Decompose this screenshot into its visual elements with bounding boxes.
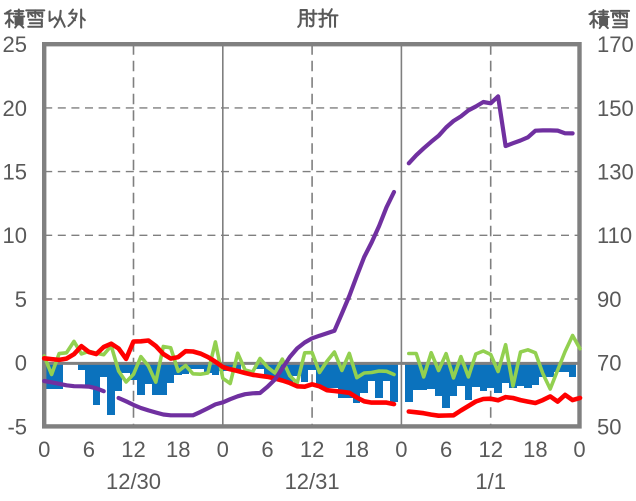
svg-text:90: 90 bbox=[597, 287, 621, 312]
svg-text:5: 5 bbox=[15, 287, 27, 312]
svg-text:70: 70 bbox=[597, 351, 621, 376]
svg-text:12/31: 12/31 bbox=[285, 469, 340, 494]
svg-text:0: 0 bbox=[573, 437, 585, 462]
svg-text:12/30: 12/30 bbox=[106, 469, 161, 494]
svg-text:170: 170 bbox=[597, 32, 634, 57]
svg-text:20: 20 bbox=[3, 96, 27, 121]
svg-text:130: 130 bbox=[597, 160, 634, 185]
svg-text:150: 150 bbox=[597, 96, 634, 121]
svg-text:12: 12 bbox=[121, 437, 145, 462]
svg-text:18: 18 bbox=[345, 437, 369, 462]
svg-text:0: 0 bbox=[15, 351, 27, 376]
svg-text:6: 6 bbox=[261, 437, 273, 462]
svg-text:110: 110 bbox=[597, 223, 632, 248]
svg-text:25: 25 bbox=[3, 32, 27, 57]
svg-text:0: 0 bbox=[38, 437, 50, 462]
svg-text:15: 15 bbox=[3, 160, 27, 185]
svg-text:12: 12 bbox=[300, 437, 324, 462]
svg-text:10: 10 bbox=[3, 223, 27, 248]
svg-text:18: 18 bbox=[523, 437, 547, 462]
svg-text:1/1: 1/1 bbox=[475, 469, 506, 494]
svg-text:6: 6 bbox=[440, 437, 452, 462]
svg-text:0: 0 bbox=[217, 437, 229, 462]
svg-text:0: 0 bbox=[395, 437, 407, 462]
svg-text:12: 12 bbox=[478, 437, 502, 462]
svg-text:6: 6 bbox=[83, 437, 95, 462]
svg-text:-5: -5 bbox=[7, 414, 27, 439]
svg-text:18: 18 bbox=[166, 437, 190, 462]
svg-text:50: 50 bbox=[597, 414, 621, 439]
